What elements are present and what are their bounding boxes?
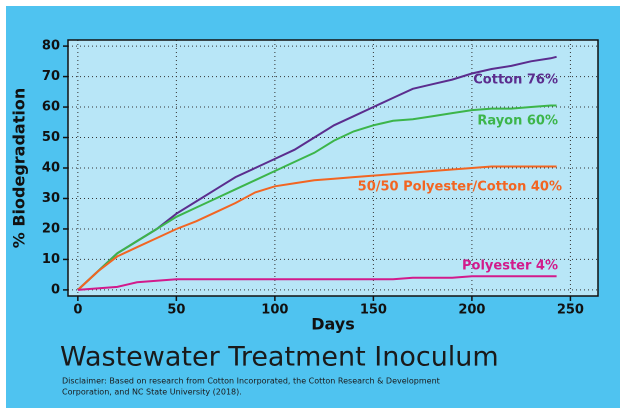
x-tick-label: 150	[360, 303, 387, 318]
x-tick-label: 0	[73, 303, 82, 318]
disclaimer: Disclaimer: Based on research from Cotto…	[62, 377, 440, 386]
x-tick-label: 50	[167, 303, 185, 318]
series-line	[77, 104, 557, 291]
series-label: Cotton 76%	[473, 73, 558, 88]
y-tick-label: 10	[42, 252, 60, 267]
series-line	[77, 275, 557, 291]
series-line	[77, 165, 557, 291]
x-tick-label: 250	[557, 303, 584, 318]
y-tick-label: 30	[42, 191, 60, 206]
disclaimer: Corporation, and NC State University (20…	[62, 388, 242, 397]
x-tick-label: 100	[261, 303, 288, 318]
y-tick-label: 60	[42, 100, 60, 115]
y-tick-label: 70	[42, 69, 60, 84]
plot-frame	[67, 39, 599, 297]
y-tick-label: 20	[42, 221, 60, 236]
y-tick-label: 0	[51, 282, 60, 297]
chart-title: Wastewater Treatment Inoculum	[60, 342, 499, 373]
y-tick-label: 80	[42, 39, 60, 54]
x-axis-label: Days	[311, 315, 355, 334]
y-tick-label: 40	[42, 161, 60, 176]
y-axis-label: % Biodegradation	[10, 88, 29, 248]
series-label: 50/50 Polyester/Cotton 40%	[358, 180, 562, 195]
x-tick-label: 200	[458, 303, 485, 318]
y-tick-label: 50	[42, 130, 60, 145]
series-label: Polyester 4%	[462, 259, 558, 274]
series-label: Rayon 60%	[477, 114, 558, 129]
